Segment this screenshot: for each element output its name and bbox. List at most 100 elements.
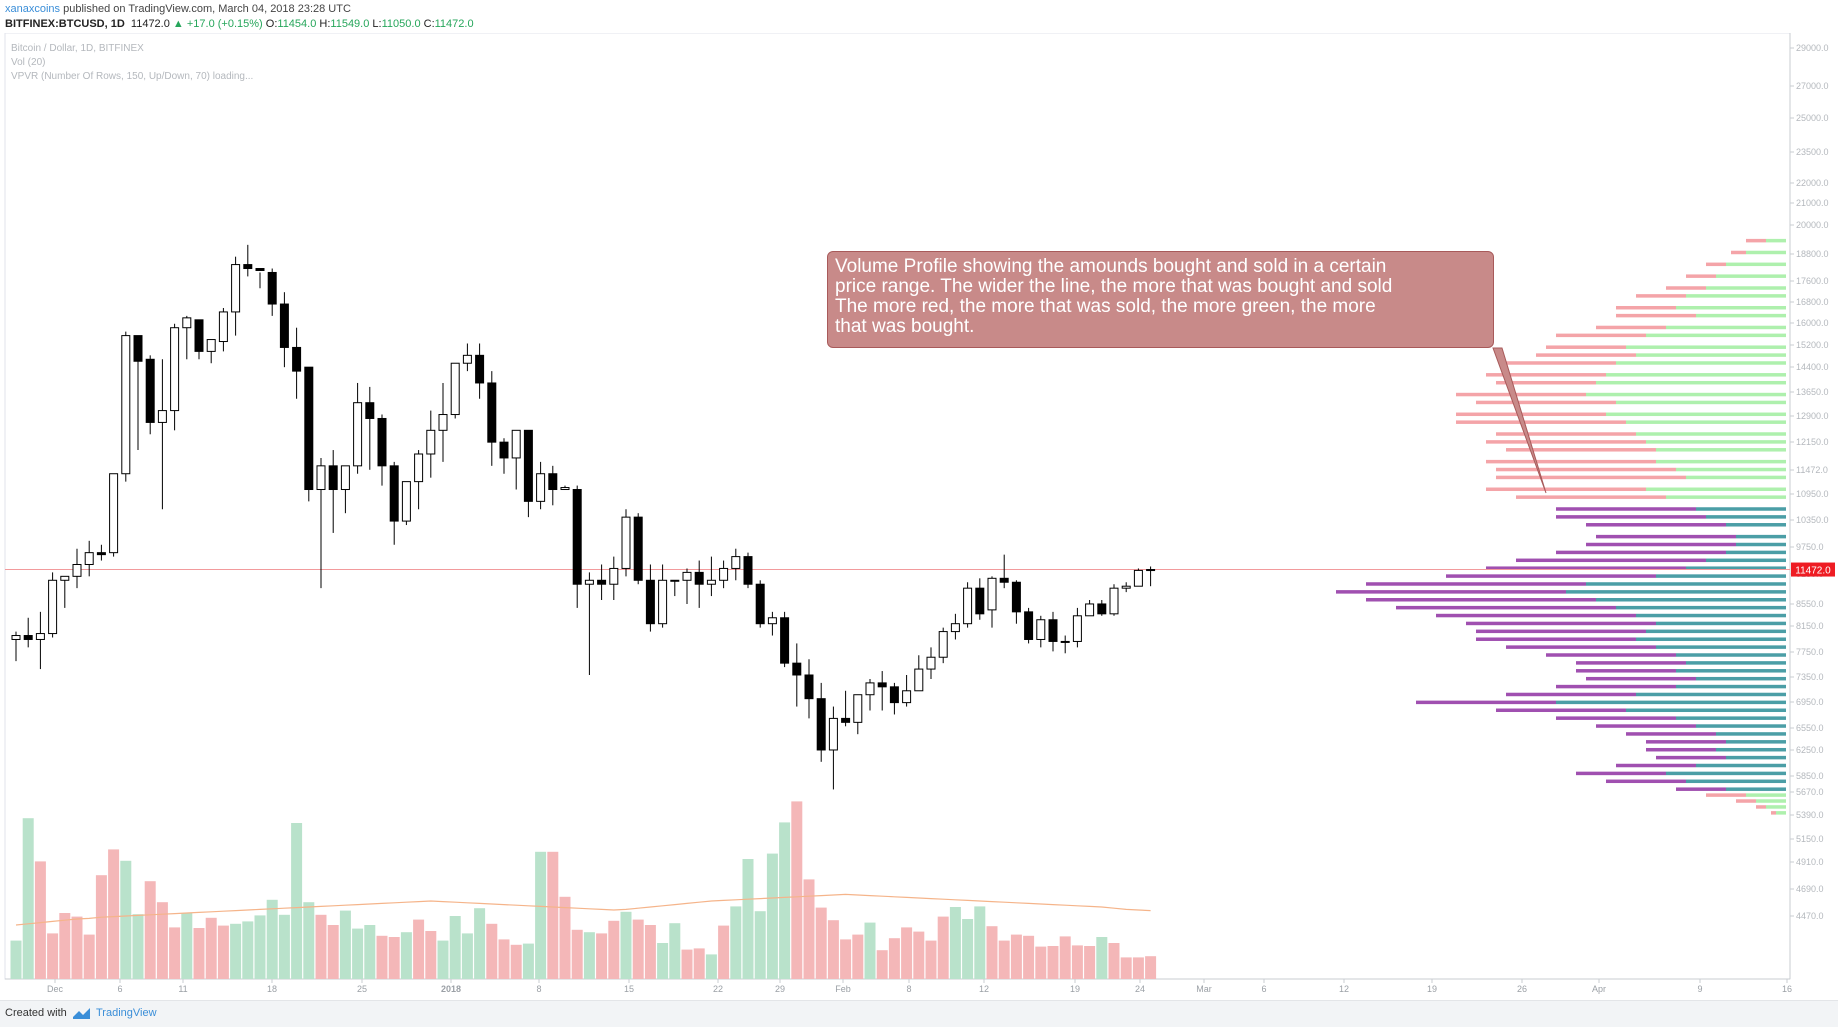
price-axis-label: 16800.0 bbox=[1796, 297, 1829, 307]
price-axis-label: 15200.0 bbox=[1796, 340, 1829, 350]
volume-profile-bar bbox=[1456, 412, 1606, 417]
candle-body bbox=[48, 579, 58, 635]
price-axis-label: 20000.0 bbox=[1796, 220, 1829, 230]
open-label: O: bbox=[265, 18, 278, 30]
candle-body bbox=[121, 335, 131, 475]
candle-body bbox=[414, 453, 424, 483]
volume-profile-bar bbox=[1656, 621, 1786, 626]
price-axis-label: 6950.0 bbox=[1796, 697, 1824, 707]
price-axis-label: 29000.0 bbox=[1796, 43, 1829, 53]
price-axis-label: 6250.0 bbox=[1796, 745, 1824, 755]
close-value: 11472.0 bbox=[434, 18, 474, 30]
volume-profile-bar bbox=[1746, 250, 1786, 255]
volume-profile-bar bbox=[1506, 645, 1656, 649]
candle-body bbox=[499, 441, 509, 459]
volume-profile-bar bbox=[1606, 779, 1686, 784]
price-axis-label: 8150.0 bbox=[1796, 621, 1824, 631]
volume-profile-bar bbox=[1636, 432, 1786, 436]
volume-bar bbox=[230, 923, 242, 979]
volume-profile-bar bbox=[1616, 763, 1696, 768]
volume-profile-bar bbox=[1696, 676, 1786, 681]
volume-profile-bar bbox=[1486, 373, 1606, 377]
volume-bar bbox=[1035, 946, 1047, 979]
candle-body bbox=[523, 429, 533, 502]
candle-body bbox=[84, 552, 94, 565]
volume-bar bbox=[864, 922, 876, 979]
volume-profile-bar bbox=[1676, 787, 1726, 791]
volume-profile-bar bbox=[1666, 495, 1786, 499]
price-chart[interactable]: 29000.0 27000.0 25000.0 23500.0 22000.0 21000… bbox=[0, 33, 1838, 1000]
candle-body bbox=[1024, 611, 1034, 640]
candle-body bbox=[1109, 587, 1119, 615]
volume-profile-bar bbox=[1486, 566, 1686, 570]
candle-body bbox=[218, 311, 228, 343]
volume-profile-bar bbox=[1646, 333, 1786, 338]
volume-bar bbox=[632, 919, 644, 979]
low-label: L: bbox=[372, 18, 382, 30]
ohlc-info: BITFINEX:BTCUSD, 1D 11472.0 ▲ +17.0 (+0.… bbox=[5, 18, 474, 30]
volume-profile-bar bbox=[1366, 598, 1596, 602]
volume-bar bbox=[217, 925, 229, 979]
time-axis-label: 16 bbox=[1782, 984, 1792, 994]
volume-profile-bar bbox=[1726, 523, 1786, 527]
volume-profile-bar bbox=[1636, 613, 1786, 618]
volume-profile-bar bbox=[1636, 294, 1686, 298]
volume-profile-bar bbox=[1596, 724, 1696, 728]
time-axis-label: 19 bbox=[1070, 984, 1080, 994]
time-axis-label: 15 bbox=[624, 984, 634, 994]
candle-body bbox=[1060, 640, 1070, 643]
volume-profile-bar bbox=[1556, 333, 1646, 338]
candle-body bbox=[902, 690, 912, 704]
price-axis-label: 16000.0 bbox=[1796, 318, 1829, 328]
volume-profile-bar bbox=[1576, 771, 1666, 776]
candle-body bbox=[1121, 585, 1131, 589]
candle-body bbox=[462, 354, 472, 364]
candle-body bbox=[243, 264, 253, 270]
candle-body bbox=[975, 587, 985, 615]
low-value: 11050.0 bbox=[381, 18, 421, 30]
candle-body bbox=[804, 674, 814, 700]
candle-body bbox=[279, 303, 289, 348]
price-axis-label: 22000.0 bbox=[1796, 178, 1829, 188]
volume-profile-bar bbox=[1616, 361, 1786, 365]
volume-bar bbox=[339, 910, 351, 979]
volume-profile-bar bbox=[1726, 755, 1786, 760]
volume-bar bbox=[644, 925, 656, 979]
candle-body bbox=[731, 556, 741, 569]
volume-profile-bar bbox=[1766, 805, 1786, 809]
price-axis-label: 4910.0 bbox=[1796, 857, 1824, 867]
volume-profile-bar bbox=[1546, 653, 1676, 657]
volume-profile-bar bbox=[1656, 645, 1786, 649]
volume-bar bbox=[71, 916, 83, 979]
candle-body bbox=[1036, 619, 1046, 640]
volume-profile-bar bbox=[1706, 262, 1726, 267]
candle-body bbox=[511, 429, 521, 459]
candle-body bbox=[548, 473, 558, 491]
volume-profile-bar bbox=[1616, 400, 1786, 405]
volume-bar bbox=[730, 906, 742, 979]
tradingview-link[interactable]: TradingView bbox=[96, 1007, 157, 1019]
volume-bar bbox=[1023, 935, 1035, 979]
volume-profile-bar bbox=[1666, 771, 1786, 776]
volume-profile-bar bbox=[1496, 475, 1686, 480]
volume-bar bbox=[852, 934, 864, 979]
candle-body bbox=[377, 417, 387, 467]
price-axis-label: 8550.0 bbox=[1796, 599, 1824, 609]
candle-body bbox=[694, 571, 704, 585]
candle-body bbox=[450, 362, 460, 416]
volume-profile-bar bbox=[1506, 692, 1636, 697]
volume-profile-bar bbox=[1771, 811, 1776, 815]
volume-bar bbox=[1108, 943, 1120, 979]
volume-profile-bar bbox=[1476, 637, 1636, 641]
last-price: 11472.0 bbox=[130, 18, 170, 30]
legend-symbol: Bitcoin / Dollar, 1D, BITFINEX bbox=[11, 43, 144, 54]
publish-info: xanaxcoins published on TradingView.com,… bbox=[5, 3, 351, 15]
volume-bar bbox=[901, 927, 913, 979]
volume-profile-bar bbox=[1476, 400, 1616, 405]
annotation-callout[interactable]: Volume Profile showing the amounds bough… bbox=[827, 251, 1494, 348]
high-value: 11549.0 bbox=[330, 18, 370, 30]
author-link[interactable]: xanaxcoins bbox=[5, 3, 61, 15]
candle-body bbox=[23, 635, 33, 640]
price-axis-label: 5670.0 bbox=[1796, 787, 1824, 797]
volume-profile-bar bbox=[1656, 574, 1786, 578]
